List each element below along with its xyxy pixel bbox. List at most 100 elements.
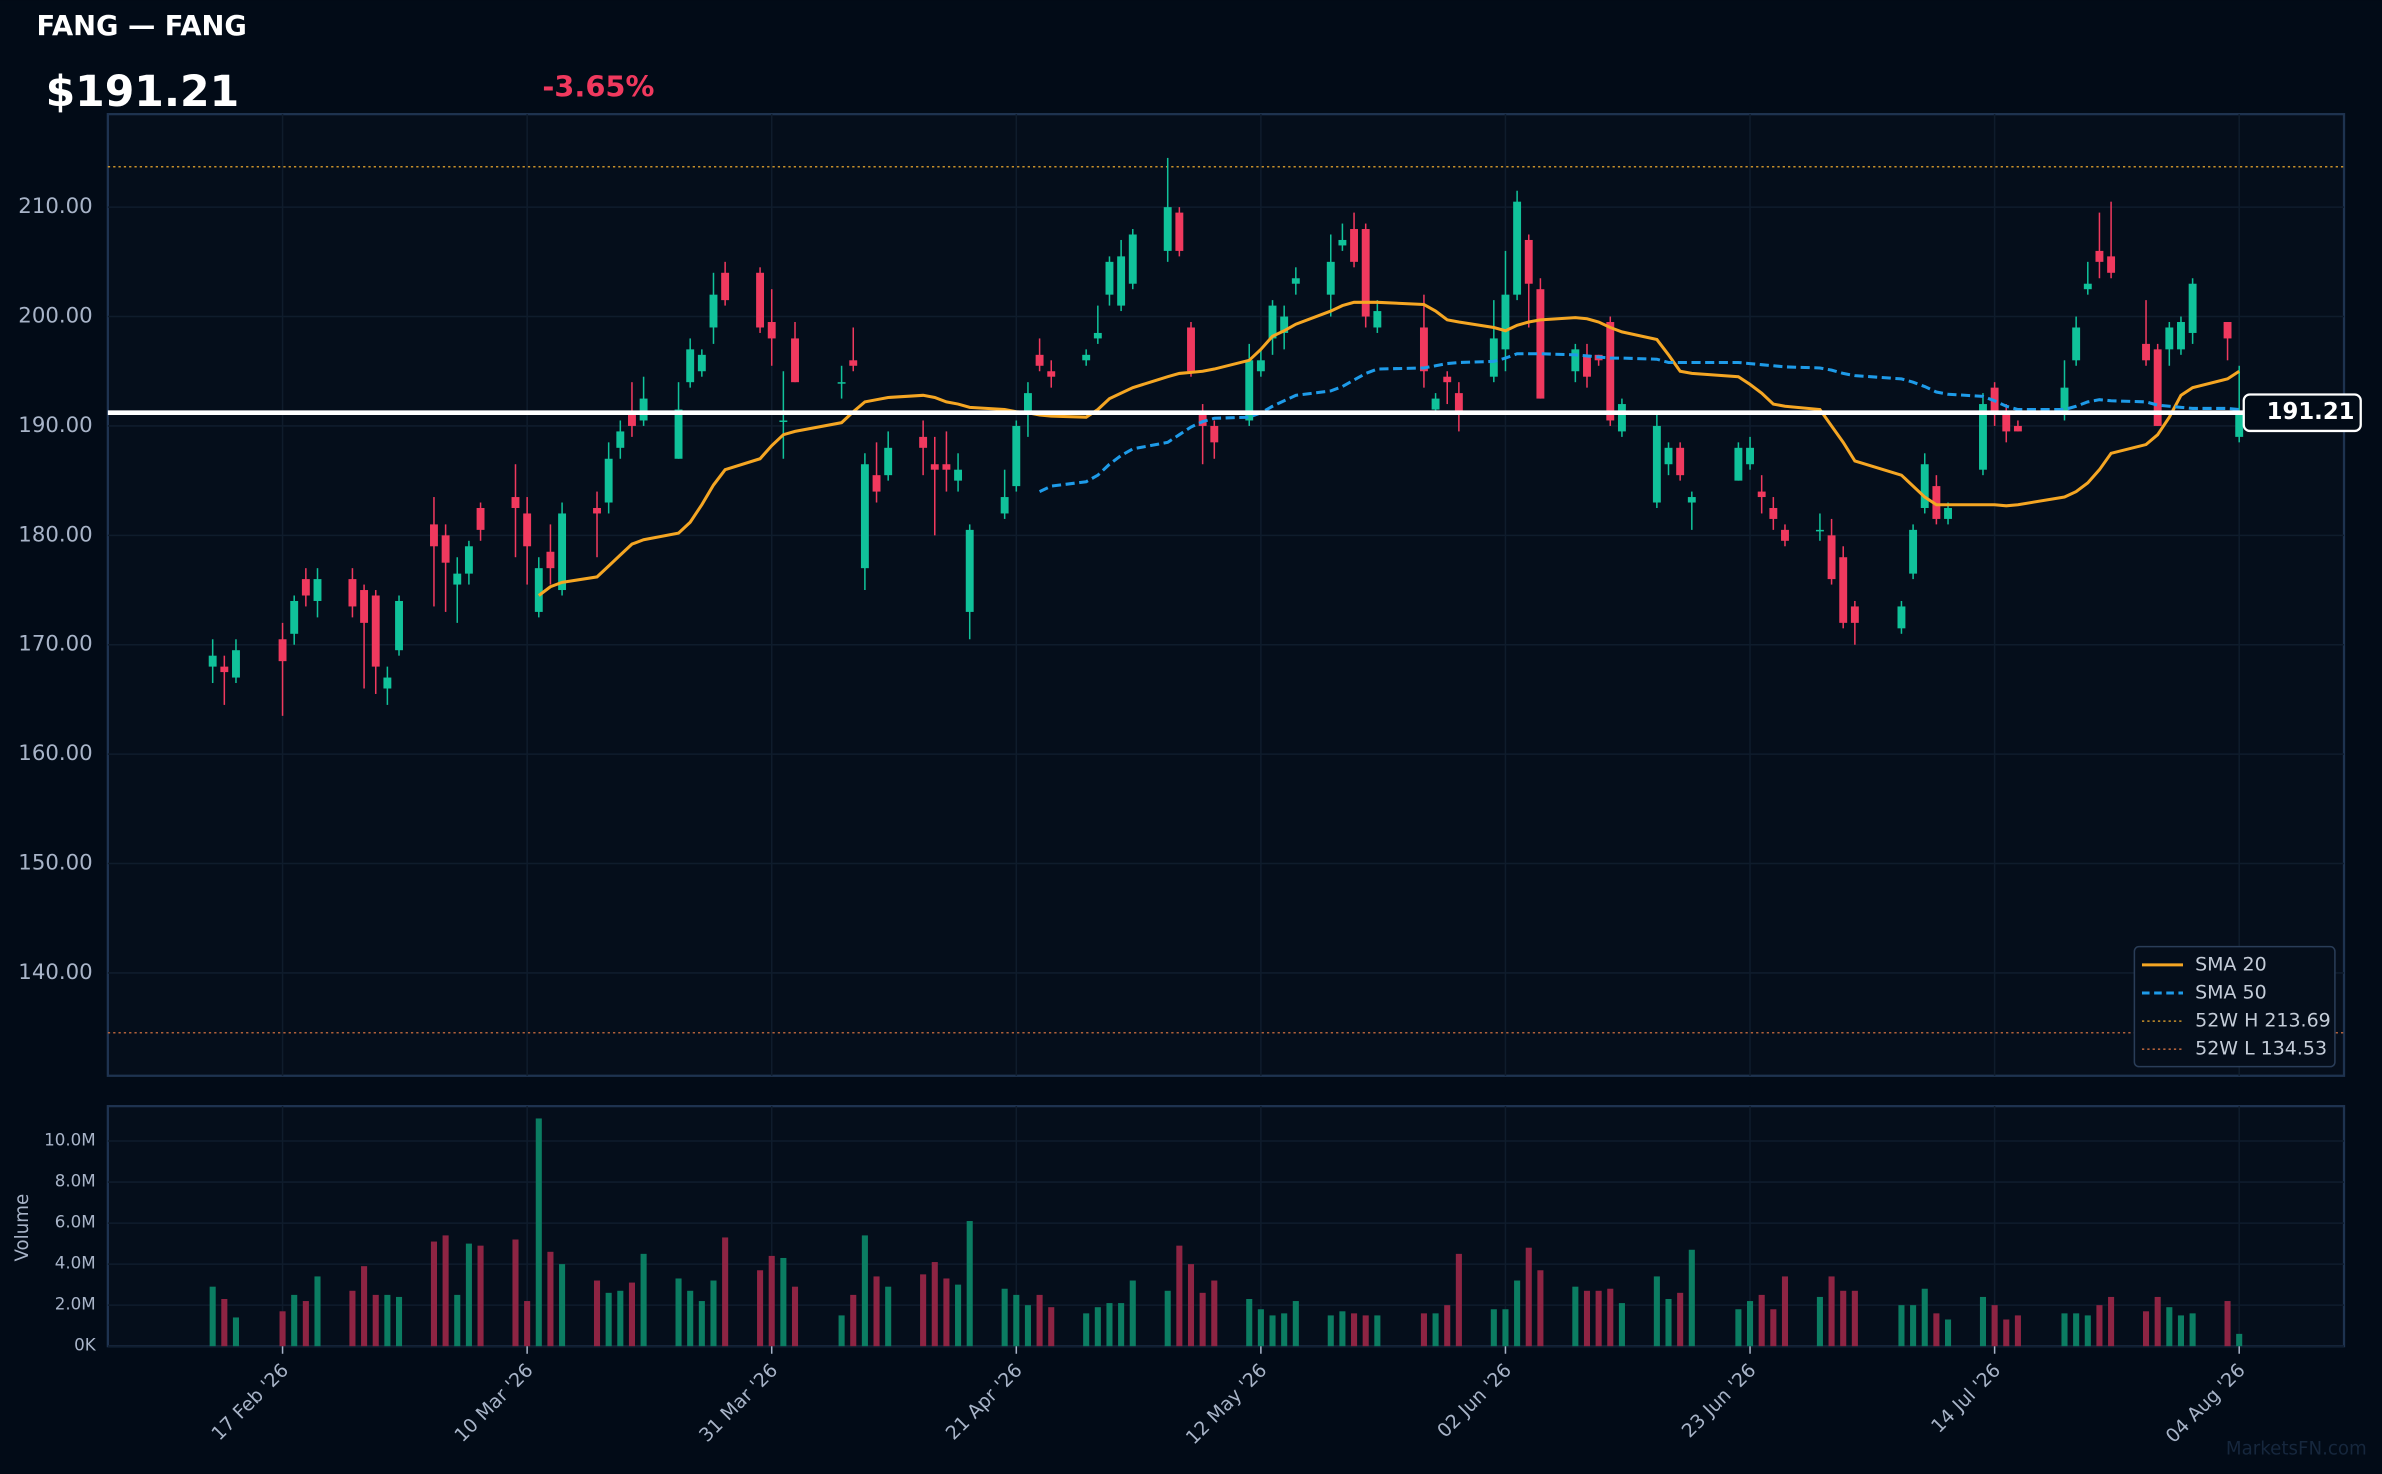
volume-bar <box>1129 1280 1136 1347</box>
candle-body <box>1617 404 1626 432</box>
candle-body <box>2013 425 2022 432</box>
candle-body <box>2095 250 2104 262</box>
volume-bar <box>535 1118 542 1347</box>
candle-body <box>2083 283 2092 290</box>
volume-bar <box>1269 1315 1276 1347</box>
candle-body <box>1012 425 1021 487</box>
candle-body <box>2188 283 2197 333</box>
candle-body <box>1326 261 1335 295</box>
candle-body <box>232 650 240 678</box>
volume-bar <box>454 1294 461 1347</box>
candle-body <box>1536 289 1545 399</box>
volume-bar <box>1246 1298 1253 1347</box>
watermark: MarketsFN.com <box>2226 1438 2367 1459</box>
volume-bar <box>1362 1315 1369 1347</box>
candle-body <box>383 677 392 689</box>
candle-body <box>1245 360 1254 421</box>
y-tick-label: 2.0M <box>55 1294 96 1314</box>
candle-body <box>1909 529 1918 574</box>
legend-box <box>2133 945 2336 1068</box>
candle-body <box>1571 349 1580 372</box>
volume-bar <box>1747 1301 1754 1347</box>
volume-bar <box>1607 1288 1614 1347</box>
candle-body <box>1082 354 1091 361</box>
volume-bar <box>1444 1305 1451 1347</box>
candle-body <box>1489 338 1498 377</box>
candle-body <box>1687 497 1696 503</box>
volume-bar <box>768 1255 775 1347</box>
volume-bar <box>1944 1319 1952 1347</box>
candle-body <box>1652 425 1661 503</box>
volume-bar <box>2014 1315 2021 1347</box>
candle-body <box>208 655 217 667</box>
candle-body <box>674 409 683 459</box>
volume-bar <box>1001 1288 1008 1347</box>
candle-body <box>301 579 310 596</box>
y-tick-label: 6.0M <box>55 1212 96 1232</box>
volume-bar <box>1572 1286 1579 1347</box>
candle-body <box>1932 486 1941 519</box>
volume-bar <box>873 1276 880 1347</box>
legend-label: SMA 20 <box>2195 953 2267 975</box>
volume-bar <box>2096 1305 2103 1347</box>
candle-body <box>1163 207 1172 251</box>
candle-body <box>1047 371 1056 377</box>
volume-bar <box>1781 1276 1789 1347</box>
candle-body <box>1815 529 1824 532</box>
volume-bar <box>547 1251 554 1347</box>
volume-bar <box>780 1257 787 1347</box>
candle-body <box>1338 239 1347 246</box>
volume-bar <box>512 1239 519 1347</box>
candle-body <box>546 551 555 569</box>
candle-body <box>1781 529 1789 541</box>
volume-bar <box>559 1264 566 1347</box>
volume-bar <box>2142 1311 2150 1347</box>
volume-bar <box>1118 1303 1125 1347</box>
candle-body <box>1757 491 1766 498</box>
volume-bar <box>1420 1313 1427 1347</box>
volume-bar <box>2236 1333 2243 1347</box>
candle-body <box>1979 404 1987 470</box>
volume-bar <box>477 1245 484 1347</box>
candle-body <box>1513 201 1522 295</box>
volume-bar <box>1432 1313 1439 1347</box>
volume-bar <box>291 1294 298 1347</box>
candle-body <box>884 447 893 476</box>
candle-body <box>2165 327 2174 350</box>
legend-label: SMA 50 <box>2195 981 2267 1003</box>
candle-body <box>930 464 939 470</box>
price: $191.21 <box>46 68 240 117</box>
volume-bar <box>698 1301 705 1347</box>
candle-body <box>430 524 438 547</box>
volume-bar <box>1094 1307 1101 1347</box>
candle-body <box>1606 322 1615 421</box>
y-tick-label: 210.00 <box>18 194 92 219</box>
volume-bar <box>1840 1290 1847 1347</box>
sma-line <box>1038 352 2240 493</box>
candle-body <box>756 272 765 328</box>
candle-body <box>1664 447 1673 465</box>
candle-body <box>1268 305 1277 339</box>
candle-body <box>2060 387 2069 416</box>
candle-body <box>1583 354 1591 377</box>
candle-body <box>313 579 322 601</box>
candle-body <box>1839 557 1848 623</box>
title: FANG — FANG <box>36 11 246 42</box>
volume-bar <box>524 1301 531 1347</box>
volume-bar <box>640 1253 647 1347</box>
candle-body <box>1093 332 1102 339</box>
volume-bar <box>384 1294 391 1347</box>
volume-bar <box>2166 1307 2173 1347</box>
candle-body <box>1187 327 1195 372</box>
candle-body <box>919 436 928 448</box>
volume-bar <box>2108 1296 2115 1347</box>
volume-bar <box>1455 1253 1462 1347</box>
volume-bar <box>1036 1294 1043 1347</box>
candle-body <box>639 398 648 421</box>
candle-body <box>371 595 380 667</box>
volume-bar <box>1514 1280 1521 1347</box>
volume-bar <box>838 1315 845 1347</box>
candle-body <box>837 382 846 384</box>
volume-bar <box>955 1284 962 1347</box>
